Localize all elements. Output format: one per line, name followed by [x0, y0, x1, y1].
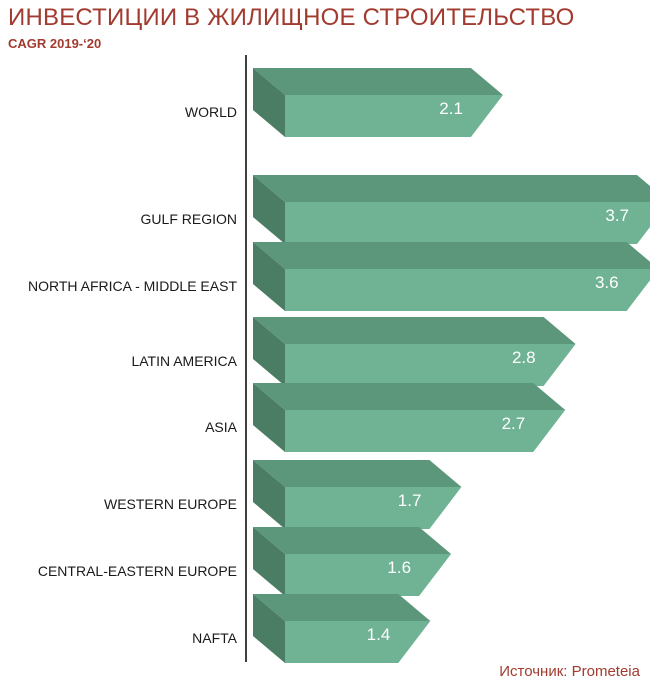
value-label-gulf-region: 3.7 [605, 206, 629, 225]
chart-subtitle: CAGR 2019-‘20 [8, 36, 102, 51]
bar-western-europe [253, 460, 462, 529]
bar-world [253, 68, 503, 137]
category-label-central-eastern-europe: CENTRAL-EASTERN EUROPE [38, 563, 237, 579]
category-label-western-europe: WESTERN EUROPE [104, 496, 237, 512]
bar-side-face [253, 383, 285, 452]
bar-top-face [253, 317, 576, 344]
bar-front-face [285, 621, 431, 663]
category-label-latin-america: LATIN AMERICA [131, 353, 237, 369]
bar-side-face [253, 242, 285, 311]
bar-north-africa-middle-east [253, 242, 650, 311]
bar-front-face [285, 344, 576, 386]
value-label-north-africa-middle-east: 3.6 [595, 273, 619, 292]
bar-latin-america [253, 317, 576, 386]
bar-top-face [253, 527, 452, 554]
value-label-latin-america: 2.8 [512, 348, 536, 367]
category-label-asia: ASIA [205, 419, 238, 435]
value-label-nafta: 1.4 [367, 625, 391, 644]
bar-top-face [253, 175, 650, 202]
bar-side-face [253, 68, 285, 137]
bar-top-face [253, 68, 503, 95]
bar-front-face [285, 487, 462, 529]
bar-front-face [285, 269, 650, 311]
value-label-western-europe: 1.7 [398, 491, 422, 510]
value-label-central-eastern-europe: 1.6 [387, 558, 411, 577]
bar-front-face [285, 95, 503, 137]
bar-side-face [253, 175, 285, 244]
category-label-world: WORLD [185, 104, 237, 120]
bar-top-face [253, 383, 566, 410]
bar-top-face [253, 242, 650, 269]
bar-gulf-region [253, 175, 650, 244]
value-label-world: 2.1 [439, 99, 463, 118]
value-label-asia: 2.7 [502, 414, 526, 433]
category-label-nafta: NAFTA [192, 630, 238, 646]
chart-title: ИНВЕСТИЦИИ В ЖИЛИЩНОЕ СТРОИТЕЛЬСТВО [8, 4, 575, 31]
source-note: Источник: Prometeia [499, 663, 640, 680]
bar-side-face [253, 527, 285, 596]
bar-front-face [285, 202, 650, 244]
bar-asia [253, 383, 566, 452]
category-label-north-africa-middle-east: NORTH AFRICA - MIDDLE EAST [28, 278, 237, 294]
bar-side-face [253, 460, 285, 529]
bar-side-face [253, 317, 285, 386]
bar-side-face [253, 594, 285, 663]
category-label-gulf-region: GULF REGION [141, 211, 237, 227]
bar-top-face [253, 460, 462, 487]
bar-front-face [285, 554, 452, 596]
bar-nafta [253, 594, 431, 663]
bar-central-eastern-europe [253, 527, 452, 596]
bar-front-face [285, 410, 566, 452]
bar-top-face [253, 594, 431, 621]
